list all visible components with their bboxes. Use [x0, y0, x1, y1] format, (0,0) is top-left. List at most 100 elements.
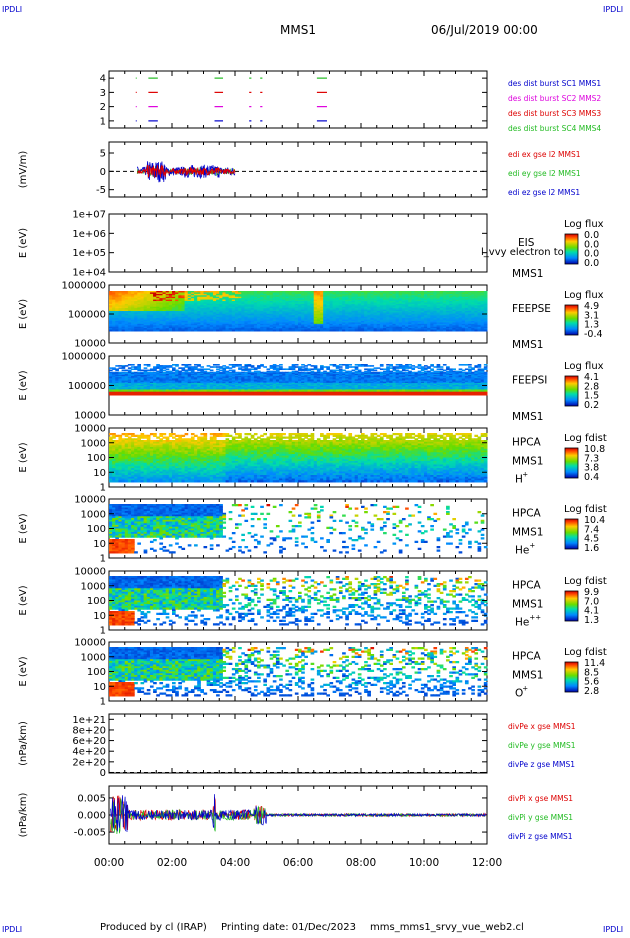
heatmap-cell	[219, 367, 223, 369]
heatmap-cell	[147, 370, 151, 372]
heatmap-cell	[342, 330, 346, 332]
heatmap-cell	[204, 330, 208, 332]
heatmap-cell	[430, 330, 434, 332]
heatmap-cell	[153, 370, 157, 372]
heatmap-cell	[144, 364, 148, 366]
heatmap-cell	[122, 330, 126, 332]
heatmap-cell	[248, 394, 252, 396]
heatmap-cell	[185, 366, 189, 368]
y-tick-label: 100000	[68, 310, 106, 321]
heatmap-cell	[238, 394, 242, 396]
heatmap-cell	[270, 394, 274, 396]
heatmap-cell	[150, 370, 154, 372]
heatmap-cell	[263, 366, 267, 368]
heatmap-cell	[415, 330, 419, 332]
heatmap-cell	[128, 394, 132, 396]
heatmap-cell	[449, 330, 453, 332]
y-tick-label: 5	[100, 149, 106, 160]
heatmap-cell	[216, 368, 220, 370]
heatmap-cell	[197, 370, 201, 372]
heatmap-cell	[330, 330, 334, 332]
heatmap-cell	[478, 330, 482, 332]
heatmap-cell	[295, 330, 299, 332]
heatmap-cell	[125, 370, 129, 372]
heatmap-cell	[248, 330, 252, 332]
heatmap-cell	[197, 394, 201, 396]
heatmap-cell	[311, 330, 315, 332]
y-tick-label: 10000	[74, 339, 106, 350]
heatmap-cell	[235, 365, 239, 367]
heatmap-cell	[216, 364, 220, 366]
heatmap-cell	[481, 330, 485, 332]
heatmap-cell	[137, 394, 141, 396]
heatmap-cell	[175, 394, 179, 396]
heatmap-cell	[141, 330, 145, 332]
y-tick-label: -5	[96, 185, 106, 196]
y-tick-label: 1	[100, 116, 106, 127]
heatmap-cell	[156, 394, 160, 396]
heatmap-cell	[229, 367, 233, 369]
heatmap-cell	[181, 330, 185, 332]
heatmap-cell	[229, 330, 233, 332]
heatmap-cell	[314, 330, 318, 332]
heatmap-cell	[411, 330, 415, 332]
heatmap-cell	[118, 365, 122, 367]
heatmap-cell	[131, 330, 135, 332]
heatmap-cell	[367, 330, 371, 332]
colorbar	[565, 305, 578, 335]
heatmap-cell	[462, 330, 466, 332]
heatmap-cell	[109, 370, 113, 372]
heatmap-cell	[156, 367, 160, 369]
heatmap-cell	[241, 370, 245, 372]
heatmap-cell	[109, 367, 113, 369]
heatmap-cell	[169, 366, 173, 368]
heatmap-cell	[383, 330, 387, 332]
y-tick-label: 1e+07	[72, 210, 106, 221]
heatmap-cell	[424, 330, 428, 332]
heatmap-cell	[213, 394, 217, 396]
colorbar-tick-label: 0.0	[584, 258, 599, 269]
heatmap-cell	[254, 368, 258, 370]
heatmap-cell	[194, 330, 198, 332]
heatmap-cell	[163, 367, 167, 369]
heatmap-cell	[427, 330, 431, 332]
spacecraft-label: MMS1	[512, 268, 543, 280]
y-axis-label: (mV/m)	[18, 151, 29, 189]
heatmap-cell	[257, 367, 261, 369]
heatmap-cell	[207, 394, 211, 396]
heatmap-cell	[456, 330, 460, 332]
heatmap-cell	[437, 330, 441, 332]
heatmap-cell	[204, 394, 208, 396]
heatmap-cell	[185, 330, 189, 332]
y-axis-label: E (eV)	[18, 228, 29, 258]
colorbar-title: Log flux	[564, 290, 604, 301]
heatmap-cell	[216, 366, 220, 368]
heatmap-cell	[241, 394, 245, 396]
heatmap-cell	[222, 330, 226, 332]
heatmap-cell	[163, 394, 167, 396]
heatmap-cell	[304, 330, 308, 332]
heatmap-cell	[241, 330, 245, 332]
heatmap-cell	[147, 394, 151, 396]
heatmap-cell	[276, 330, 280, 332]
heatmap-cell	[232, 366, 236, 368]
heatmap-cell	[232, 330, 236, 332]
heatmap-cell	[200, 366, 204, 368]
heatmap-cell	[339, 330, 343, 332]
heatmap-cell	[307, 330, 311, 332]
heatmap-cell	[235, 330, 239, 332]
heatmap-cell	[210, 330, 214, 332]
heatmap-cell	[204, 368, 208, 370]
heatmap-cell	[389, 330, 393, 332]
legend-entry: edi ex gse l2 MMS1	[508, 150, 581, 159]
heatmap-cell	[194, 368, 198, 370]
heatmap-cell	[251, 330, 255, 332]
heatmap-cell	[285, 330, 289, 332]
heatmap-cell	[210, 370, 214, 372]
heatmap-cell	[251, 366, 255, 368]
heatmap-cell	[200, 394, 204, 396]
colorbar-title: Log flux	[564, 219, 604, 230]
